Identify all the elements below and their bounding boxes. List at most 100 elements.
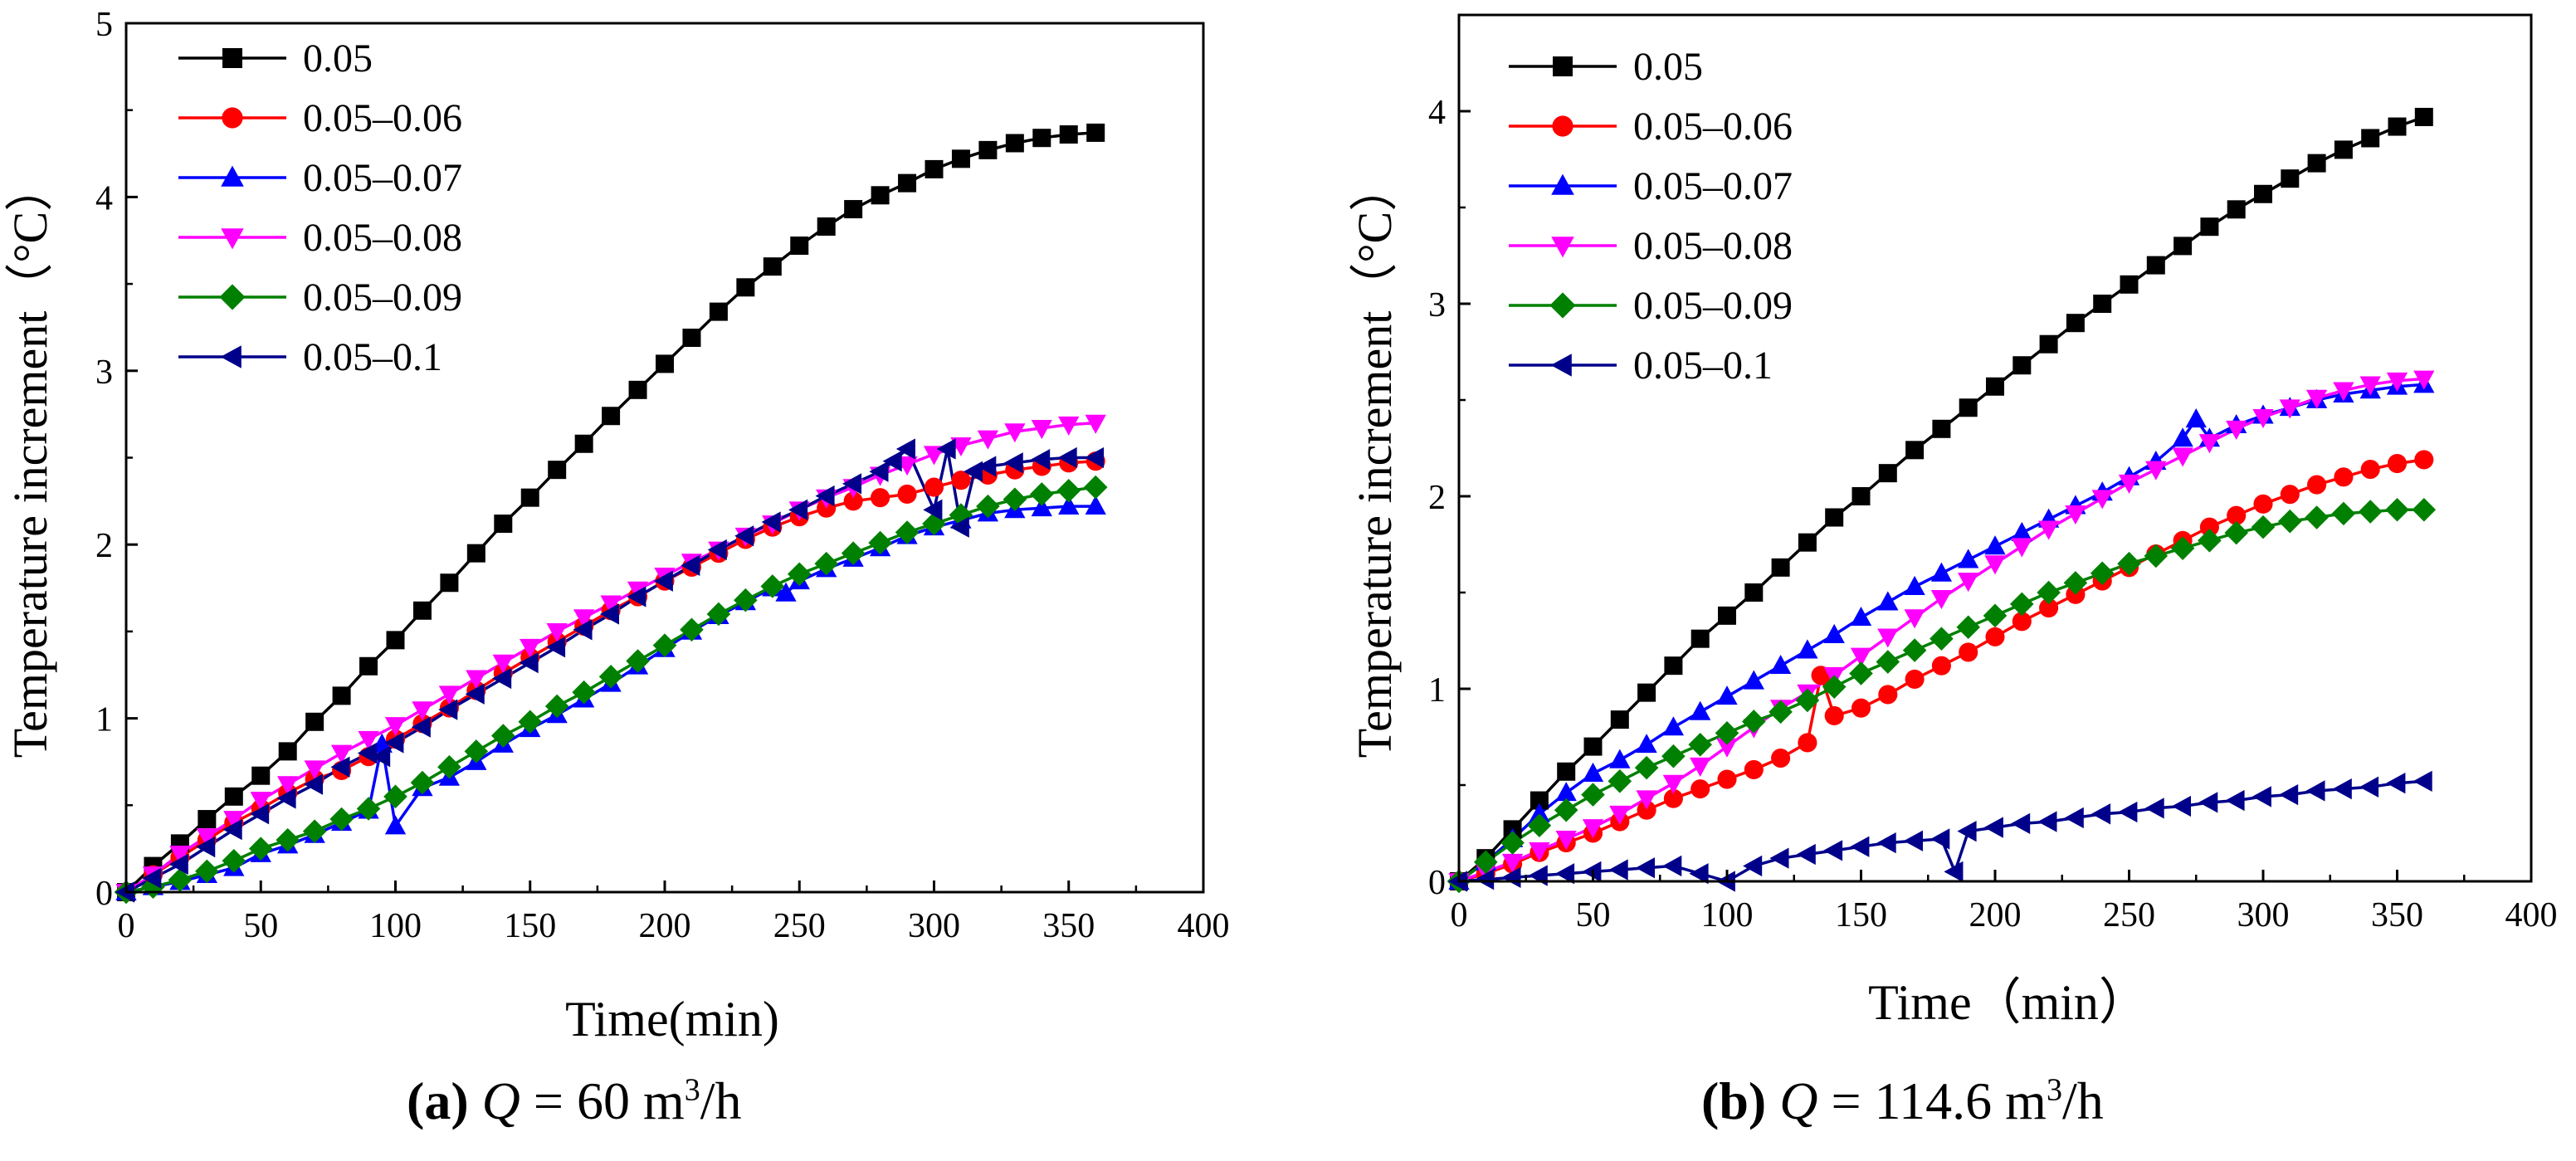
data-point-s3-8	[330, 744, 353, 764]
data-point-s1-27	[843, 491, 863, 511]
data-point-s3-9	[1690, 757, 1711, 777]
data-point-s3-14	[492, 654, 514, 674]
data-point-s5-33	[2305, 780, 2325, 802]
legend-label: 0.05–0.08	[303, 216, 462, 260]
data-point-s4-9	[1688, 732, 1712, 757]
data-point-s5-10	[371, 746, 391, 768]
data-point-s3-6	[1609, 805, 1631, 825]
y-tick-label: 3	[1428, 286, 1446, 324]
data-point-s5-36	[2386, 773, 2406, 794]
data-point-s0-30	[2254, 184, 2272, 203]
caption-a: (a) Q = 60 m3/h	[407, 1071, 742, 1132]
data-point-s4-8	[329, 807, 354, 832]
data-point-s4-30	[2251, 515, 2276, 539]
data-point-s4-8	[1661, 744, 1686, 768]
data-point-s3-10	[384, 717, 407, 737]
data-point-s4-5	[248, 837, 273, 861]
x-tick-label: 100	[1701, 896, 1754, 934]
data-point-s1-34	[2334, 467, 2354, 487]
data-point-s2-4	[1555, 782, 1577, 802]
caption-label: (b)	[1701, 1071, 1767, 1130]
data-point-s5-12	[411, 716, 431, 738]
data-point-s0-20	[1986, 377, 2004, 396]
data-point-s2-12	[1769, 654, 1792, 675]
data-point-s0-25	[2120, 275, 2139, 294]
data-point-s3-30	[2252, 408, 2274, 429]
legend: 0.05 0.05–0.06 0.05–0.07 0.05–0.08 0.05–0.09…	[178, 37, 462, 379]
data-point-s0-12	[1771, 558, 1790, 577]
data-point-s0-10	[1718, 606, 1736, 625]
data-point-s4-24	[2090, 561, 2115, 586]
data-point-s3-15	[520, 638, 541, 658]
data-point-s5-29	[2198, 792, 2218, 813]
caption-label: (a)	[407, 1071, 469, 1130]
data-point-s3-31	[2279, 399, 2300, 419]
data-point-s0-21	[2013, 356, 2032, 375]
data-point-s4-18	[598, 665, 623, 689]
data-point-s5-2	[168, 853, 188, 876]
data-point-s4-12	[1769, 700, 1793, 724]
data-point-s0-24	[763, 257, 782, 276]
x-tick-label: 250	[2103, 896, 2155, 934]
data-point-s3-34	[2359, 376, 2381, 396]
data-point-s4-26	[2144, 544, 2169, 568]
data-point-s5-15	[492, 667, 512, 690]
data-point-s0-34	[2361, 129, 2380, 148]
data-point-s4-16	[544, 694, 569, 719]
data-point-s3-16	[546, 623, 568, 643]
data-point-s5-12	[1769, 847, 1789, 869]
data-point-s2-6	[1609, 749, 1631, 768]
caption-text: = 114.6 m	[1817, 1071, 2047, 1130]
data-point-s4-10	[383, 784, 407, 809]
data-point-s3-35	[2386, 372, 2408, 392]
x-tick-label: 350	[1042, 907, 1095, 945]
data-point-s5-30	[2225, 789, 2245, 812]
data-point-s5-11	[1743, 855, 1763, 877]
data-point-s2-18	[1930, 562, 1953, 582]
data-point-s1-10	[1717, 769, 1737, 789]
legend-marker	[1551, 173, 1574, 195]
x-axis-label: Time（min）	[1868, 975, 2149, 1030]
data-point-s2-37	[1058, 495, 1080, 515]
data-point-s3-27	[2172, 447, 2193, 467]
data-point-s3-21	[2011, 538, 2032, 558]
data-point-s5-19	[599, 603, 619, 625]
data-point-s4-36	[1083, 475, 1108, 500]
data-point-s3-4	[1555, 831, 1577, 851]
data-point-s1-29	[897, 484, 917, 505]
data-point-s5-18	[1930, 828, 1950, 850]
data-point-s4-20	[652, 633, 677, 657]
data-point-s3-12	[438, 685, 461, 705]
y-tick-label: 4	[1428, 94, 1446, 132]
legend-label: 0.05–0.06	[1633, 105, 1793, 149]
legend-marker	[1551, 237, 1574, 258]
data-point-s0-16	[1878, 464, 1897, 483]
data-point-s1-12	[1771, 748, 1791, 768]
data-point-s2-17	[1904, 575, 1925, 595]
data-point-s1-9	[1690, 779, 1710, 799]
data-point-s4-19	[1956, 615, 1980, 640]
data-point-s3-13	[466, 670, 487, 690]
data-point-s0-19	[1959, 398, 1978, 417]
data-point-s0-29	[2227, 200, 2246, 219]
data-point-s5-7	[1635, 857, 1655, 879]
data-point-s4-14	[1822, 675, 1847, 699]
data-point-s5-6	[276, 788, 296, 809]
data-point-s5-17	[1903, 830, 1923, 851]
data-point-s5-26	[788, 499, 808, 520]
data-point-s0-28	[2200, 217, 2219, 237]
data-point-s4-33	[2331, 501, 2356, 526]
data-point-s4-11	[410, 770, 435, 795]
data-point-s4-9	[356, 797, 381, 821]
data-point-s5-36	[977, 456, 997, 477]
data-point-s0-7	[1637, 683, 1656, 702]
data-point-s2-11	[384, 815, 407, 835]
data-point-s3-10	[1716, 738, 1738, 758]
data-point-s5-27	[815, 485, 835, 507]
data-point-s2-27	[2172, 427, 2193, 447]
data-point-s5-19	[1944, 861, 1964, 883]
data-point-s4-18	[1930, 627, 1954, 651]
data-point-s2-10	[1716, 685, 1738, 705]
data-point-s3-25	[2118, 474, 2140, 494]
caption-unit: /h	[2061, 1071, 2104, 1130]
